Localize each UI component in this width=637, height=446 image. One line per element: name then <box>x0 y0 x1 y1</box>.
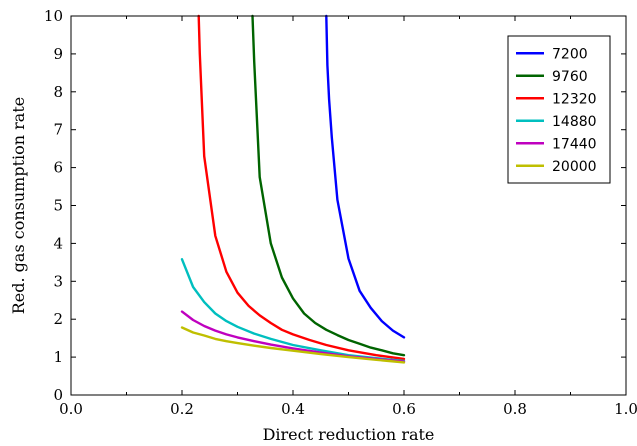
y-tick-label: 2 <box>53 310 63 328</box>
legend-label: 17440 <box>552 136 597 152</box>
series-line-12320 <box>197 14 406 361</box>
x-tick-label: 0.2 <box>170 400 194 418</box>
legend-label: 7200 <box>552 46 588 62</box>
y-tick-label: 1 <box>53 348 63 366</box>
series-line-9760 <box>251 14 406 357</box>
legend-label: 9760 <box>552 69 588 85</box>
y-tick-label: 5 <box>53 197 63 215</box>
y-tick-label: 7 <box>53 121 63 139</box>
legend: 7200 9760 12320 14880 17440 20000 <box>507 35 611 184</box>
legend-box <box>507 35 611 184</box>
series-line-14880 <box>180 258 406 363</box>
x-tick-label: 0.4 <box>281 400 305 418</box>
series-layer <box>180 14 406 364</box>
y-tick-label: 4 <box>53 234 63 252</box>
legend-label: 14880 <box>552 114 597 130</box>
y-axis-label: Red. gas consumption rate <box>9 97 28 315</box>
y-tick-label: 6 <box>53 159 63 177</box>
x-tick-label: 0.8 <box>503 400 527 418</box>
series-line-20000 <box>180 326 406 364</box>
y-tick-label: 9 <box>53 45 63 63</box>
y-tick-label: 0 <box>53 386 63 404</box>
x-tick-label: 0.6 <box>392 400 416 418</box>
y-tick-label: 10 <box>44 7 63 25</box>
x-axis-label: Direct reduction rate <box>263 425 435 444</box>
legend-label: 12320 <box>552 91 597 107</box>
y-tick-label: 8 <box>53 83 63 101</box>
ticks-layer: 0.0 0.2 0.4 0.6 0.8 1.0 0 1 2 3 4 5 6 7 8 9 10 <box>44 7 637 418</box>
y-tick-label: 3 <box>53 272 63 290</box>
series-line-7200 <box>325 14 406 339</box>
x-tick-label: 1.0 <box>614 400 637 418</box>
x-tick-label: 0.0 <box>59 400 83 418</box>
legend-label: 20000 <box>552 159 597 175</box>
